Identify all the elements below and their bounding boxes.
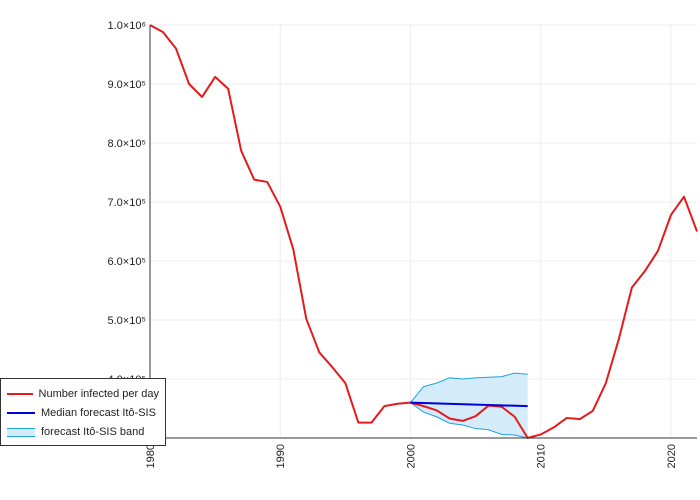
legend-label-forecast-band: forecast Itô-SIS band bbox=[41, 425, 145, 438]
legend-label-infected: Number infected per day bbox=[38, 387, 159, 400]
y-tick-label-1: 5.0×10⁵ bbox=[107, 315, 146, 327]
y-tick-label-3: 7.0×10⁵ bbox=[107, 197, 146, 209]
median-forecast-line bbox=[410, 401, 528, 408]
x-tick-label-1: 1990 bbox=[275, 444, 287, 468]
x-tick-label-4: 2020 bbox=[666, 444, 678, 468]
legend: Number infected per day Median forecast … bbox=[0, 378, 166, 446]
y-tick-label-5: 9.0×10⁵ bbox=[107, 79, 146, 91]
legend-swatch-forecast-band bbox=[7, 427, 35, 437]
series-layer bbox=[149, 24, 698, 439]
y-tick-label-2: 6.0×10⁵ bbox=[107, 256, 146, 268]
x-tick-label-0: 1980 bbox=[145, 444, 157, 468]
x-tick-label-3: 2010 bbox=[536, 444, 548, 468]
y-tick-label-6: 1.0×10⁶ bbox=[108, 20, 146, 32]
infected-series-line bbox=[149, 24, 698, 439]
axes bbox=[149, 25, 697, 439]
forecast-band-area bbox=[410, 373, 528, 438]
legend-item-forecast-band: forecast Itô-SIS band bbox=[7, 422, 159, 441]
forecast-band-layer bbox=[410, 372, 528, 439]
legend-swatch-infected bbox=[7, 389, 33, 399]
x-tick-label-2: 2000 bbox=[405, 444, 417, 468]
forecast-band-upper-line bbox=[410, 372, 528, 403]
legend-item-median-forecast: Median forecast Itô-SIS bbox=[7, 403, 159, 422]
grid bbox=[149, 24, 697, 438]
legend-label-median-forecast: Median forecast Itô-SIS bbox=[41, 406, 156, 419]
y-tick-label-4: 8.0×10⁵ bbox=[107, 138, 146, 150]
tick-labels: 4.0×10⁵5.0×10⁵6.0×10⁵7.0×10⁵8.0×10⁵9.0×1… bbox=[107, 20, 677, 468]
legend-swatch-median-forecast bbox=[7, 408, 35, 418]
forecast-band-lower-line bbox=[410, 402, 528, 439]
legend-item-infected: Number infected per day bbox=[7, 384, 159, 403]
